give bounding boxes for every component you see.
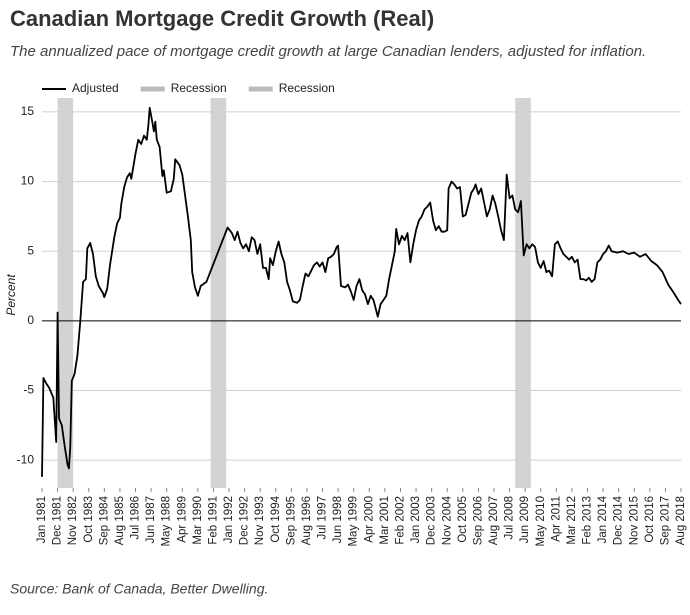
x-tick-label: Dec 1992 [239,496,251,545]
x-tick-label: Nov 2015 [628,496,640,545]
x-tick-label: Jun 2009 [519,496,531,543]
x-tick-label: Jan 2003 [410,496,422,543]
x-tick-label: May 2010 [535,496,547,547]
chart-subtitle: The annualized pace of mortgage credit g… [10,43,646,60]
x-tick-label: Sep 2017 [659,496,671,545]
series-line [41,106,682,477]
x-tick-label: Oct 2005 [457,496,469,543]
x-tick-label: Jan 1992 [223,496,235,543]
x-tick-label: Dec 2014 [613,495,625,545]
x-tick-label: Aug 2018 [675,496,687,545]
x-tick-label: Jun 1987 [145,496,157,543]
legend-label: Adjusted [72,81,119,95]
x-tick-label: Feb 2002 [394,496,406,545]
y-tick-label: -10 [17,452,35,466]
x-tick-label: Nov 1982 [67,496,79,545]
x-tick-label: Aug 1985 [114,496,126,545]
x-tick-label: Jun 1998 [332,496,344,543]
x-tick-label: Mar 1990 [192,496,204,545]
x-tick-label: Dec 1981 [52,496,64,545]
recession-band [210,98,227,488]
y-tick-label: 10 [21,174,35,188]
x-tick-label: Jul 2008 [504,496,516,539]
x-tick-label: Aug 2007 [488,496,500,545]
x-tick-label: Sep 1984 [98,495,110,545]
x-tick-label: Aug 1996 [301,496,313,545]
x-tick-label: Dec 2003 [426,496,438,545]
legend-label: Recession [171,81,227,95]
recession-band [515,98,531,488]
x-tick-label: Oct 2016 [644,496,656,543]
x-tick-label: Oct 1983 [83,496,95,543]
x-tick-label: Jan 2014 [597,495,609,543]
legend-label: Recession [279,81,335,95]
source: Source: Bank of Canada, Better Dwelling. [10,581,268,597]
y-tick-label: -5 [23,383,34,397]
y-tick-label: 15 [21,104,35,118]
x-tick-label: Mar 2012 [566,496,578,545]
x-tick-label: Sep 2006 [472,496,484,545]
x-tick-label: Nov 2004 [441,495,453,545]
x-tick-label: Jan 1981 [36,496,48,543]
x-tick-label: Feb 2013 [582,496,594,545]
x-tick-label: Sep 1995 [285,496,297,545]
x-tick-label: Oct 1994 [270,495,282,542]
x-tick-label: Apr 1989 [176,496,188,543]
y-tick-label: 0 [27,313,34,327]
y-tick-label: 5 [27,243,34,257]
x-tick-label: May 1988 [161,496,173,547]
x-tick-label: Jul 1986 [130,496,142,539]
x-tick-label: Nov 1993 [254,496,266,545]
y-axis-label: Percent [4,274,18,316]
chart-title: Canadian Mortgage Credit Growth (Real) [10,6,434,31]
x-tick-label: Mar 2001 [379,496,391,545]
x-tick-label: Feb 1991 [207,496,219,545]
x-tick-label: May 1999 [348,496,360,547]
x-tick-label: Jul 1997 [317,496,329,539]
x-tick-label: Apr 2011 [550,496,562,542]
x-tick-label: Apr 2000 [363,496,375,543]
